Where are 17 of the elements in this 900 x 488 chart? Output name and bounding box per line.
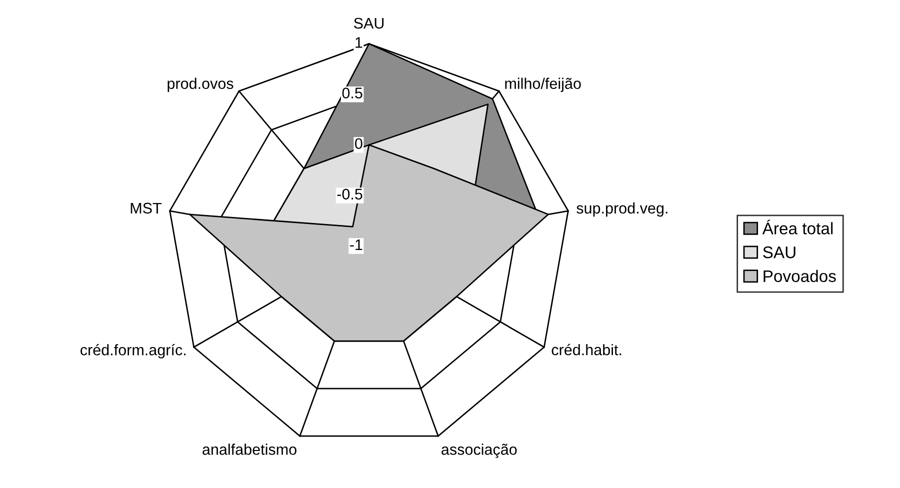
- legend-label: Povoados: [764, 270, 836, 282]
- y-tick-label: -1: [350, 239, 362, 250]
- spoke-label: MST: [130, 202, 162, 214]
- y-tick-label: -0.5: [337, 188, 362, 200]
- spoke-label: créd.form.agríc.: [80, 344, 186, 358]
- spoke-label: créd.habit.: [552, 344, 622, 356]
- spoke-label: milho/feijão: [505, 78, 581, 92]
- legend-label: Área total: [762, 220, 833, 234]
- y-tick-label: 1: [356, 37, 362, 48]
- spoke-label: SAU: [354, 18, 384, 29]
- spoke-label: sup.prod.veg.: [576, 202, 668, 217]
- y-tick-label: 0: [355, 138, 362, 150]
- y-tick-label: 0.5: [342, 88, 362, 98]
- legend-label: SAU: [763, 246, 796, 258]
- spoke-label: associação: [442, 444, 517, 458]
- spoke-label: prod.ovos: [168, 78, 234, 92]
- spoke-label: analfabetismo: [202, 444, 296, 455]
